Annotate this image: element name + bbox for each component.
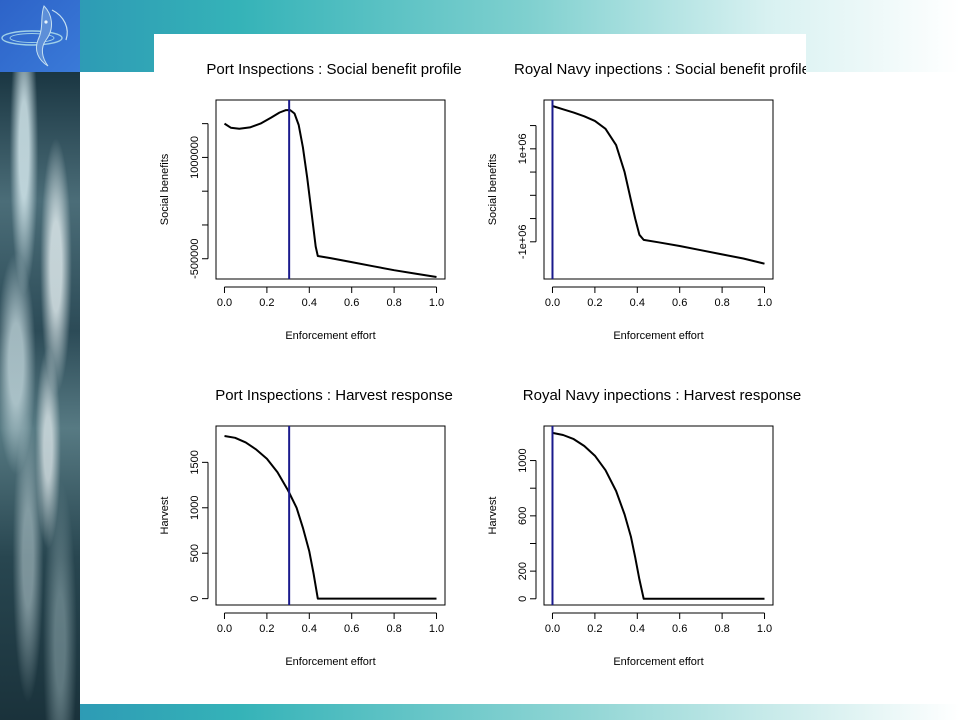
ocean-waves-photo — [0, 72, 80, 720]
x-tick-label: 1.0 — [757, 623, 772, 635]
x-tick-label: 0.6 — [672, 297, 687, 309]
y-tick-label: 1000 — [517, 448, 529, 472]
y-tick-label: 0 — [517, 596, 529, 602]
x-tick-label: 0.4 — [302, 623, 317, 635]
x-tick-label: 0.8 — [386, 297, 401, 309]
x-tick-label: 0.4 — [630, 297, 645, 309]
y-tick-label: 1500 — [189, 450, 201, 474]
chart-panels-svg: Port Inspections : Social benefit profil… — [159, 61, 810, 668]
x-tick-label: 0.0 — [545, 297, 560, 309]
plot-frame — [543, 425, 774, 606]
x-axis-label: Enforcement effort — [285, 656, 375, 668]
x-tick-label: 0.2 — [259, 623, 274, 635]
logo-panel — [0, 0, 80, 72]
plot-frame — [215, 99, 446, 280]
x-axis-label: Enforcement effort — [613, 656, 703, 668]
series-line — [223, 109, 437, 278]
x-tick-label: 0.8 — [386, 623, 401, 635]
x-tick-label: 1.0 — [757, 297, 772, 309]
x-tick-label: 0.6 — [672, 623, 687, 635]
x-tick-label: 1.0 — [429, 297, 444, 309]
y-axis-label: Harvest — [487, 497, 499, 535]
y-tick-label: 500 — [189, 544, 201, 562]
series-line — [552, 105, 765, 265]
y-axis-label: Social benefits — [487, 153, 499, 225]
y-axis-label: Social benefits — [159, 153, 171, 225]
series-line — [224, 435, 437, 600]
chart-title: Port Inspections : Harvest response — [215, 387, 453, 404]
x-tick-label: 0.8 — [714, 297, 729, 309]
x-tick-label: 0.0 — [217, 623, 232, 635]
chart-figure: Port Inspections : Social benefit profil… — [154, 34, 810, 684]
x-tick-label: 1.0 — [429, 623, 444, 635]
x-tick-label: 0.8 — [714, 623, 729, 635]
y-axis-label: Harvest — [159, 497, 171, 535]
x-tick-label: 0.2 — [259, 297, 274, 309]
y-tick-label: 1000 — [189, 496, 201, 520]
x-tick-label: 0.4 — [630, 623, 645, 635]
series-line — [552, 431, 765, 600]
x-axis-label: Enforcement effort — [285, 330, 375, 342]
fish-logo-icon — [1, 5, 68, 67]
y-tick-label: 1000000 — [189, 136, 201, 179]
x-tick-label: 0.2 — [587, 297, 602, 309]
x-tick-label: 0.6 — [344, 623, 359, 635]
y-tick-label: 1e+06 — [517, 133, 529, 164]
x-tick-label: 0.0 — [545, 623, 560, 635]
chart-title: Royal Navy inpections : Harvest response — [523, 387, 801, 404]
y-tick-label: -500000 — [189, 239, 201, 279]
y-tick-label: 0 — [189, 596, 201, 602]
x-axis-label: Enforcement effort — [613, 330, 703, 342]
y-tick-label: 200 — [517, 562, 529, 580]
footer-gradient-band — [0, 704, 960, 720]
x-tick-label: 0.4 — [302, 297, 317, 309]
chart-title: Royal Navy inpections : Social benefit p… — [514, 61, 806, 78]
plot-frame — [543, 99, 774, 280]
x-tick-label: 0.2 — [587, 623, 602, 635]
chart-title: Port Inspections : Social benefit profil… — [206, 61, 461, 78]
y-tick-label: 600 — [517, 507, 529, 525]
plot-frame — [215, 425, 446, 606]
x-tick-label: 0.0 — [217, 297, 232, 309]
x-tick-label: 0.6 — [344, 297, 359, 309]
y-tick-label: -1e+06 — [517, 225, 529, 260]
